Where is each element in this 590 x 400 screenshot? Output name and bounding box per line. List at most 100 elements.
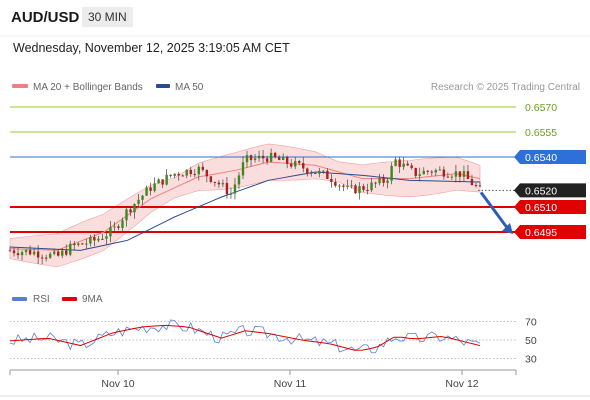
candle-body	[129, 209, 132, 213]
forecast-arrow	[479, 191, 513, 234]
candle-body	[237, 175, 241, 185]
candle-body	[137, 199, 140, 204]
candle-body	[36, 251, 40, 258]
candle-body	[173, 173, 176, 176]
price-level-label: 0.6495	[525, 227, 557, 239]
rsi-axis-ticks: 70 50 30	[525, 317, 537, 366]
candle-body	[450, 176, 454, 178]
candle-body	[133, 203, 136, 213]
candle-body	[338, 185, 341, 187]
rsi-lines	[9, 319, 481, 354]
candle-body	[462, 171, 466, 177]
forecast-arrow-head	[502, 223, 513, 234]
candle-body	[73, 243, 76, 246]
candle-body	[269, 152, 273, 162]
candle-body	[406, 163, 409, 166]
candle-body	[318, 170, 321, 174]
candle-body	[89, 236, 92, 244]
candle-body	[197, 166, 201, 175]
candle-body	[430, 171, 433, 173]
candle-body	[294, 161, 297, 167]
candle-body	[350, 185, 353, 187]
candle-body	[65, 250, 68, 255]
candle-body	[418, 174, 421, 176]
moving-averages	[9, 161, 481, 251]
candle-body	[201, 166, 205, 170]
candle-body	[378, 177, 381, 184]
candle-body	[61, 250, 64, 256]
candle-body	[48, 253, 52, 258]
candle-body	[446, 176, 450, 178]
candle-body	[225, 182, 229, 195]
candle-body	[298, 161, 301, 164]
candle-body	[8, 250, 12, 252]
candle-body	[273, 152, 277, 158]
candle-body	[442, 169, 446, 177]
price-level-label: 0.6555	[525, 127, 557, 139]
candle-body	[221, 182, 225, 185]
candle-body	[105, 236, 108, 239]
price-level-label: 0.6510	[525, 202, 557, 214]
candle-body	[161, 179, 164, 185]
candle-body	[458, 171, 462, 177]
candle-body	[410, 165, 413, 169]
candle-body	[117, 226, 120, 228]
candle-body	[454, 171, 458, 177]
candle-body	[322, 170, 325, 172]
candle-body	[434, 169, 438, 173]
candle-body	[470, 178, 474, 186]
candle-body	[285, 156, 289, 164]
price-level-labels: 0.6570 0.6555 0.6540 0.6520 0.6510 0.6495	[514, 102, 586, 239]
candle-body	[85, 243, 88, 245]
candle-body	[97, 238, 100, 241]
candle-body	[386, 180, 389, 183]
candle-body	[32, 251, 36, 255]
candle-body	[57, 251, 60, 256]
candle-body	[326, 170, 329, 179]
timestamp: Wednesday, November 12, 2025 3:19:05 AM …	[13, 41, 290, 55]
candle-body	[289, 163, 293, 167]
timeframe-badge[interactable]: 30 MIN	[82, 7, 133, 27]
candle-body	[346, 185, 349, 187]
candle-body	[40, 257, 44, 259]
candle-body	[121, 220, 124, 228]
candle-body	[205, 169, 209, 177]
candle-body	[149, 187, 152, 191]
legend-swatch-rsi	[12, 297, 27, 301]
ma20-line	[9, 161, 481, 251]
candle-body	[257, 155, 261, 159]
rsi-line	[9, 319, 481, 354]
candle-body	[109, 227, 112, 237]
candle-body	[16, 253, 20, 256]
candle-body	[314, 172, 317, 174]
candle-body	[398, 159, 401, 167]
candle-body	[342, 185, 345, 187]
time-tick-label: Nov 11	[274, 378, 307, 390]
price-label-box-last	[514, 183, 586, 198]
candle-body	[466, 171, 470, 179]
candle-body	[474, 185, 478, 187]
candle-body	[354, 185, 357, 194]
time-tick-label: Nov 10	[101, 378, 134, 390]
price-level-label: 0.6570	[525, 102, 557, 114]
candle-body	[193, 174, 196, 176]
candle-body	[209, 176, 213, 182]
legend-rsi-label: RSI	[33, 294, 50, 305]
rsi-tick-label: 30	[525, 354, 537, 366]
legend-swatch-ma50	[156, 84, 170, 88]
time-tick-label: Nov 12	[445, 378, 478, 390]
candle-body	[330, 178, 333, 182]
price-levels	[10, 106, 516, 233]
candle-body	[265, 158, 269, 162]
candle-body	[358, 186, 361, 194]
currency-pair-title: AUD/USD	[11, 9, 80, 26]
legend-swatch-ma-bb	[12, 84, 28, 88]
candle-body	[249, 155, 253, 161]
rsi-tick-label: 70	[525, 317, 537, 329]
candle-body	[125, 209, 128, 221]
candle-body	[422, 170, 425, 175]
candle-body	[253, 158, 257, 161]
candle-body	[153, 183, 156, 191]
candle-body	[426, 170, 429, 172]
